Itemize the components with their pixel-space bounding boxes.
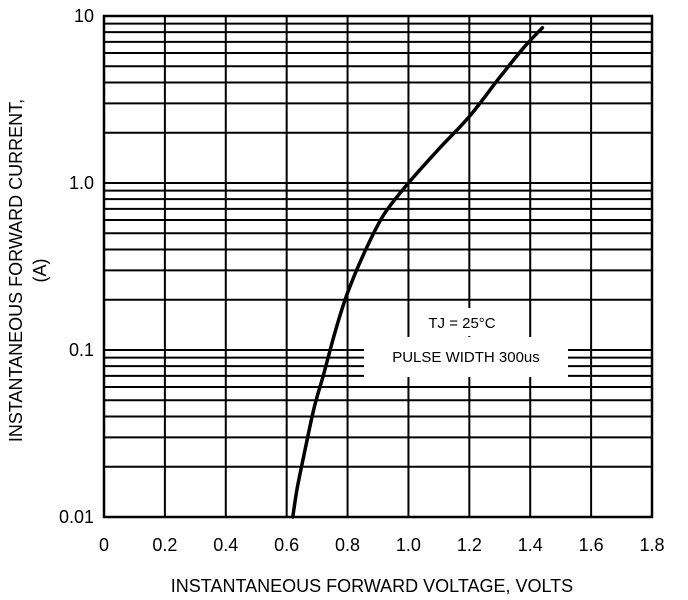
- y-tick-label: 10: [74, 6, 94, 26]
- x-tick-labels: 0 0.2 0.4 0.6 0.8 1.0 1.2 1.4 1.6 1.8: [99, 535, 665, 555]
- plot-frame: [102, 14, 654, 519]
- x-tick-label: 1.0: [396, 535, 421, 555]
- y-tick-label: 1.0: [69, 173, 94, 193]
- x-axis-label: INSTANTANEOUS FORWARD VOLTAGE, VOLTS: [171, 576, 573, 596]
- annotation-box: TJ = 25°C PULSE WIDTH 300us: [364, 308, 568, 377]
- x-tick-label: 1.2: [457, 535, 482, 555]
- y-tick-labels: 0.01 0.1 1.0 10: [59, 6, 94, 527]
- y-axis-label-line1: INSTANTANEOUS FORWARD CURRENT,: [6, 99, 26, 442]
- x-tick-label: 0.8: [335, 535, 360, 555]
- y-axis-label-line2: (A): [30, 259, 50, 283]
- x-tick-label: 0.6: [274, 535, 299, 555]
- grid: [104, 16, 652, 517]
- x-tick-label: 0.2: [152, 535, 177, 555]
- y-tick-label: 0.01: [59, 507, 94, 527]
- x-tick-label: 0.4: [213, 535, 238, 555]
- junction-temperature-label: TJ = 25°C: [428, 315, 495, 332]
- x-tick-label: 1.8: [639, 535, 664, 555]
- annotation-background-1: [414, 308, 510, 336]
- y-tick-label: 0.1: [69, 340, 94, 360]
- x-tick-label: 1.6: [579, 535, 604, 555]
- pulse-width-label: PULSE WIDTH 300us: [392, 349, 540, 366]
- x-tick-label: 1.4: [518, 535, 543, 555]
- forward-voltage-curve: [291, 26, 545, 519]
- x-tick-label: 0: [99, 535, 109, 555]
- annotation-background-2: [364, 337, 568, 377]
